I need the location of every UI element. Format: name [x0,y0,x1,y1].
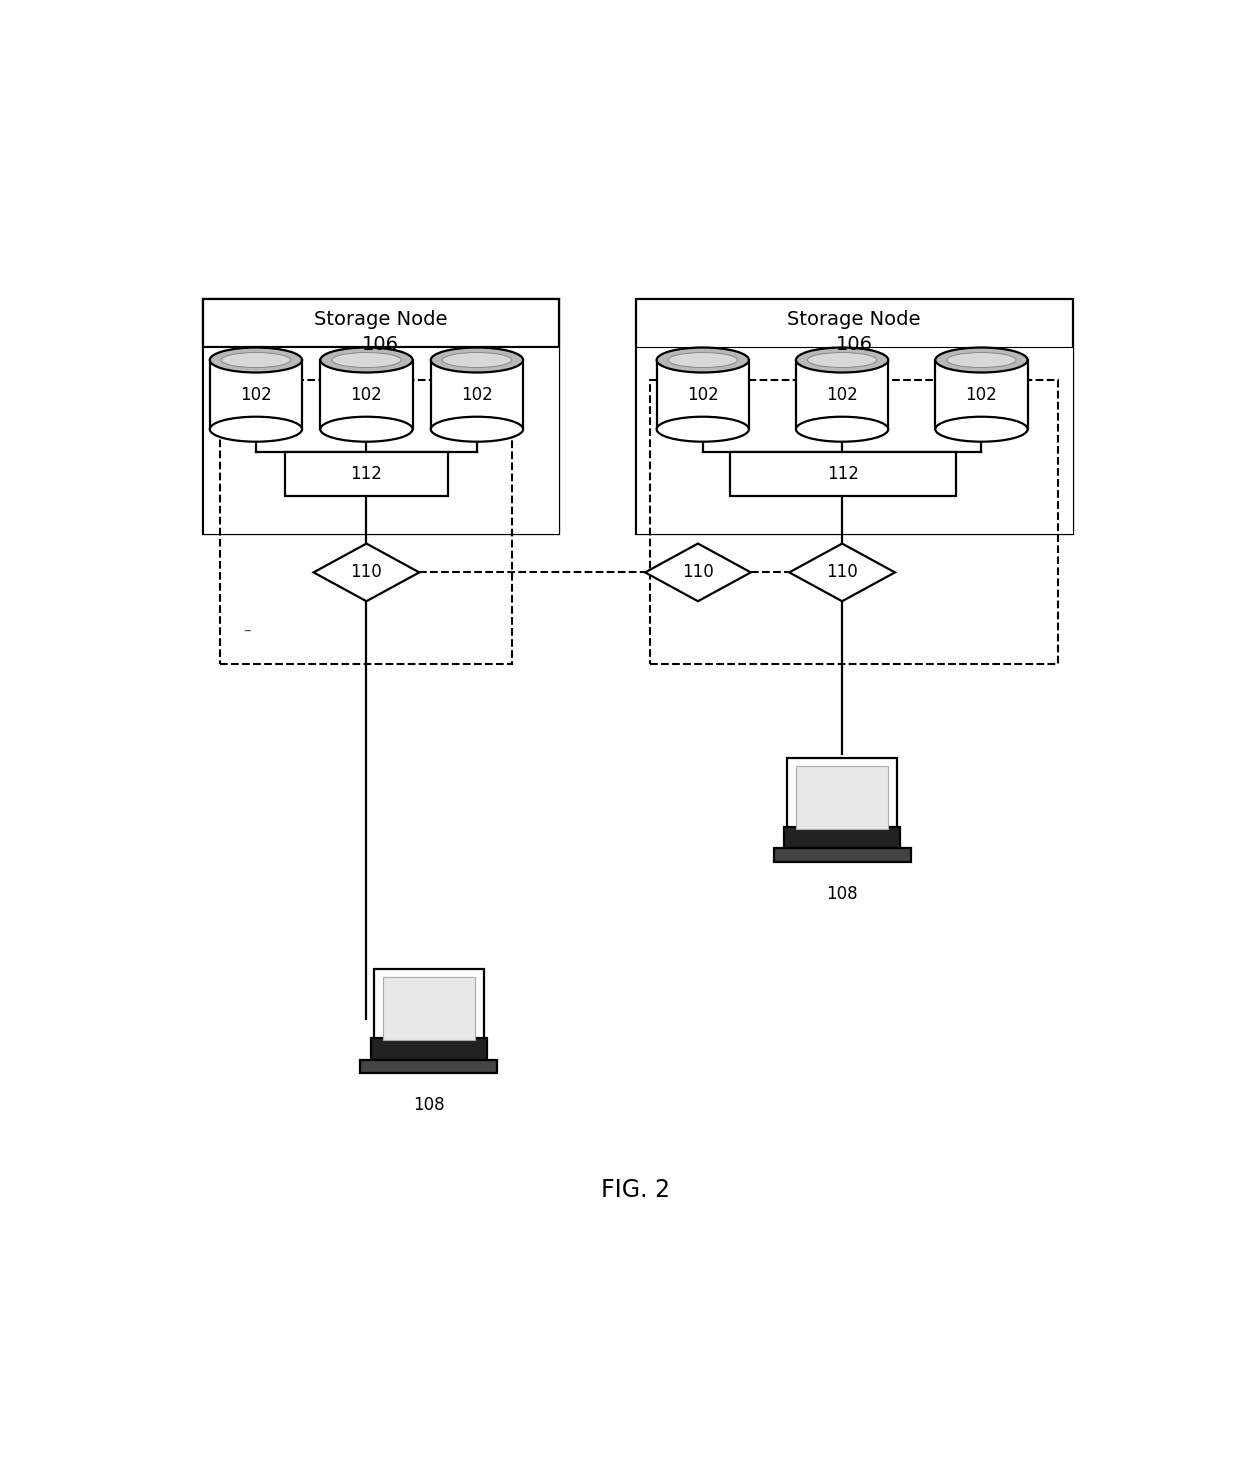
Ellipse shape [935,416,1028,441]
Ellipse shape [320,347,413,372]
Text: 102: 102 [461,385,492,403]
Bar [796,766,888,830]
Bar [320,360,413,430]
Text: FIG. 2: FIG. 2 [601,1178,670,1201]
Text: 112: 112 [827,465,858,483]
Polygon shape [314,543,419,601]
Ellipse shape [657,416,749,441]
Ellipse shape [796,416,888,441]
Bar [729,452,956,496]
Bar [935,360,1028,430]
Text: 102: 102 [966,385,997,403]
Ellipse shape [796,347,888,372]
Ellipse shape [657,347,749,372]
Text: 110: 110 [826,564,858,582]
Ellipse shape [210,347,303,372]
Text: 102: 102 [826,385,858,403]
Text: 112: 112 [351,465,382,483]
Bar [650,381,1058,664]
Ellipse shape [221,353,290,368]
Polygon shape [645,543,751,601]
Text: 110: 110 [682,564,714,582]
Bar [635,347,1073,534]
Bar [203,298,558,534]
Bar [221,381,512,664]
Text: 110: 110 [351,564,382,582]
Text: Storage Node
106: Storage Node 106 [314,310,448,354]
Ellipse shape [443,353,512,368]
Ellipse shape [210,416,303,441]
Bar [371,1039,487,1060]
Ellipse shape [430,347,523,372]
Text: Storage Node
106: Storage Node 106 [787,310,921,354]
Ellipse shape [668,353,738,368]
Bar [635,298,1073,534]
Ellipse shape [430,416,523,441]
Text: 102: 102 [687,385,719,403]
Bar [796,360,888,430]
Bar [784,827,900,849]
Bar [210,360,303,430]
Text: 108: 108 [826,884,858,903]
Text: 102: 102 [351,385,382,403]
Text: 102: 102 [241,385,272,403]
Bar [787,757,898,837]
Polygon shape [789,543,895,601]
Ellipse shape [935,347,1028,372]
Bar [430,360,523,430]
Bar [373,970,484,1048]
Bar [285,452,448,496]
Text: 108: 108 [413,1097,445,1114]
Text: –: – [243,623,250,638]
Ellipse shape [320,416,413,441]
Bar [203,347,558,534]
Ellipse shape [332,353,401,368]
Bar [774,849,910,862]
Bar [361,1060,497,1073]
Bar [203,298,558,347]
Bar [657,360,749,430]
Ellipse shape [947,353,1016,368]
Bar [383,977,475,1041]
Ellipse shape [807,353,877,368]
